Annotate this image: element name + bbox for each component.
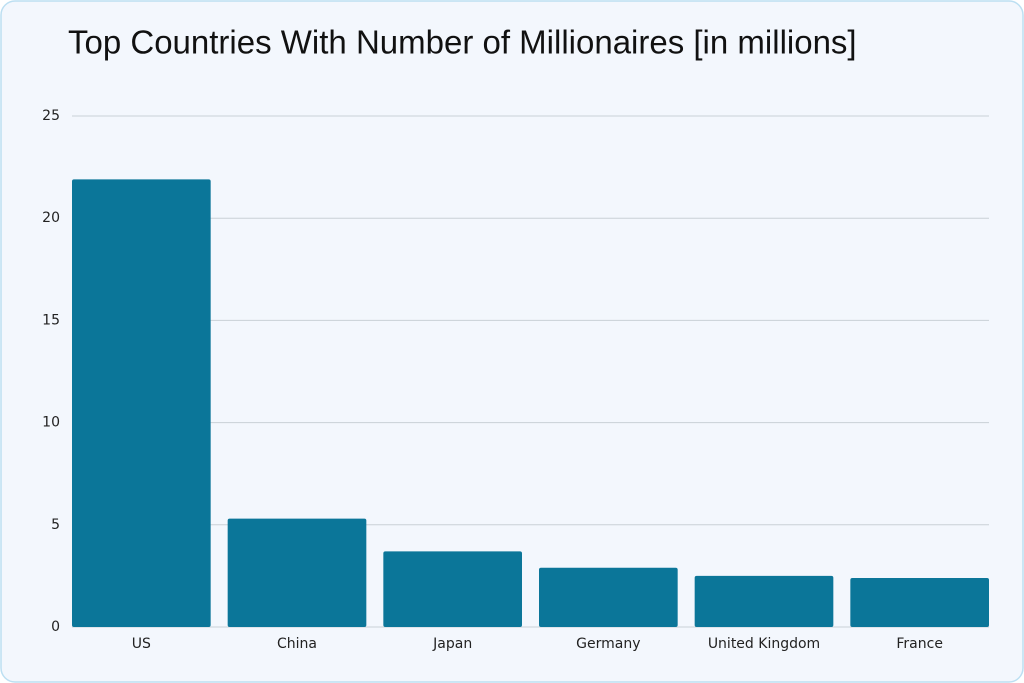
chart-title: Top Countries With Number of Millionaire… bbox=[68, 24, 857, 61]
x-tick-label: United Kingdom bbox=[708, 636, 820, 652]
y-tick-label: 15 bbox=[42, 312, 60, 328]
y-tick-label: 20 bbox=[42, 210, 60, 226]
x-tick-label: Japan bbox=[432, 636, 472, 652]
y-tick-label: 25 bbox=[42, 108, 60, 124]
bar bbox=[694, 575, 834, 627]
bar bbox=[850, 577, 989, 627]
x-tick-label: France bbox=[896, 636, 943, 652]
bar bbox=[72, 179, 211, 627]
x-tick-label: US bbox=[132, 636, 151, 652]
bar bbox=[383, 551, 522, 627]
y-tick-label: 10 bbox=[42, 415, 60, 431]
bar bbox=[539, 567, 678, 627]
bar bbox=[227, 518, 367, 627]
x-tick-label: Germany bbox=[576, 636, 640, 652]
y-tick-label: 0 bbox=[51, 619, 60, 635]
y-tick-label: 5 bbox=[51, 517, 60, 533]
x-tick-label: China bbox=[277, 636, 317, 652]
